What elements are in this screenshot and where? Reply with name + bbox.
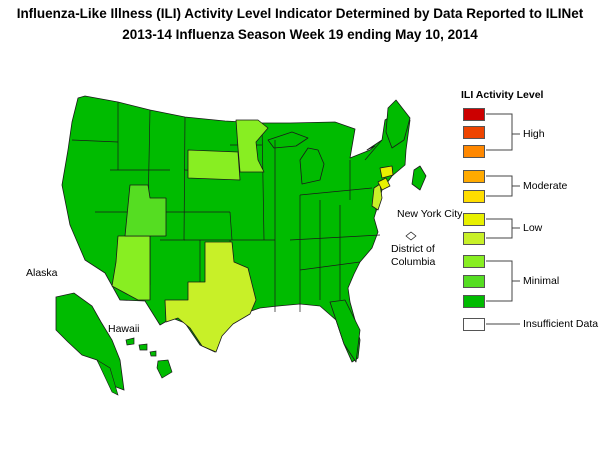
legend-label-minimal: Minimal <box>523 275 560 287</box>
hawaii-label: Hawaii <box>108 323 140 335</box>
legend-swatch-level-1 <box>463 295 485 308</box>
utah <box>124 184 167 237</box>
alaska <box>55 292 125 391</box>
michigan-up <box>267 131 309 149</box>
legend-label-insufficient: Insufficient Data <box>523 318 599 330</box>
legend-swatch-level-3 <box>463 255 485 268</box>
legend-swatch-level-8 <box>463 145 485 158</box>
alaska-label: Alaska <box>26 267 58 279</box>
map-subtitle: 2013-14 Influenza Season Week 19 ending … <box>122 27 478 42</box>
south-dakota <box>187 149 241 181</box>
dc-label-line1: District of <box>391 243 435 255</box>
nyc-inset <box>377 177 391 191</box>
legend-label-moderate: Moderate <box>523 180 568 192</box>
legend-label-low: Low <box>523 222 543 234</box>
legend-swatch-level-7 <box>463 170 485 183</box>
hawaii <box>125 337 173 379</box>
ma-ri-inset <box>411 165 427 191</box>
legend-swatch-level-5 <box>463 213 485 226</box>
nyc-label: New York City <box>397 208 463 220</box>
legend-swatch-level-6 <box>463 190 485 203</box>
alaska-tail <box>96 359 119 396</box>
legend-swatch-level-4 <box>463 232 485 245</box>
legend-swatch-level-9 <box>463 126 485 139</box>
legend-swatch-level-2 <box>463 275 485 288</box>
map-title: Influenza-Like Illness (ILI) Activity Le… <box>16 6 584 21</box>
legend-title: ILI Activity Level <box>461 89 544 101</box>
legend-label-high: High <box>523 128 545 140</box>
texas <box>164 241 257 353</box>
florida <box>329 299 361 363</box>
maine <box>385 99 411 149</box>
dc-marker <box>405 231 417 241</box>
michigan <box>299 147 325 185</box>
legend-swatch-insufficient <box>463 318 485 331</box>
dc-label-line2: Columbia <box>391 256 436 268</box>
legend-swatch-level-10 <box>463 108 485 121</box>
connecticut <box>379 165 394 179</box>
